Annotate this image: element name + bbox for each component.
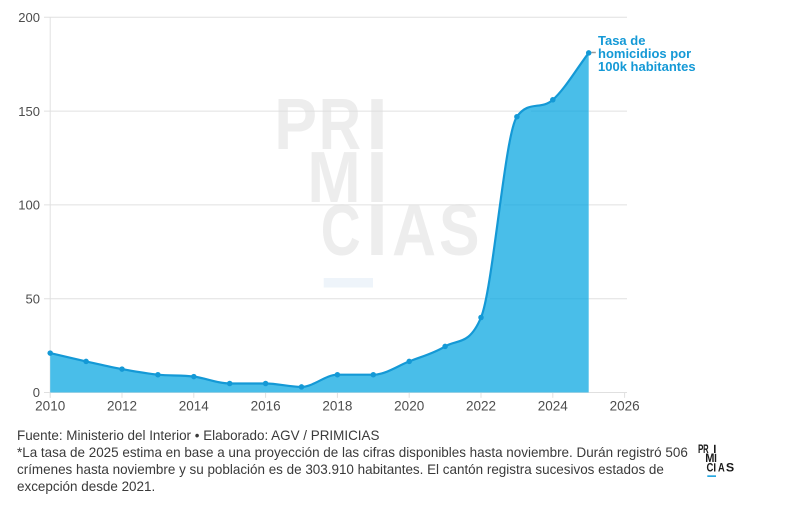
svg-text:2018: 2018	[322, 398, 352, 413]
svg-text:I: I	[366, 137, 388, 218]
svg-text:150: 150	[18, 104, 40, 119]
svg-text:2012: 2012	[107, 398, 137, 413]
svg-text:100: 100	[18, 198, 40, 213]
svg-text:200: 200	[18, 10, 40, 25]
svg-text:A: A	[718, 462, 725, 475]
svg-text:C: C	[706, 462, 713, 475]
svg-text:C: C	[321, 190, 361, 271]
svg-text:2016: 2016	[251, 398, 281, 413]
svg-text:R: R	[703, 444, 708, 457]
svg-text:2020: 2020	[394, 398, 424, 413]
svg-text:P: P	[698, 444, 704, 457]
svg-text:2024: 2024	[538, 398, 569, 413]
svg-text:0: 0	[33, 385, 40, 400]
svg-text:R: R	[319, 84, 361, 164]
svg-text:2014: 2014	[179, 398, 210, 413]
svg-text:2010: 2010	[35, 398, 65, 413]
svg-text:50: 50	[26, 291, 40, 306]
svg-text:I: I	[366, 190, 388, 271]
svg-text:2022: 2022	[466, 398, 496, 413]
svg-text:S: S	[439, 191, 479, 271]
svg-text:A: A	[392, 191, 436, 271]
svg-text:M: M	[705, 453, 714, 465]
svg-text:I: I	[366, 84, 388, 165]
svg-text:S: S	[726, 461, 734, 475]
svg-text:2026: 2026	[610, 398, 640, 413]
svg-text:P: P	[274, 85, 317, 165]
